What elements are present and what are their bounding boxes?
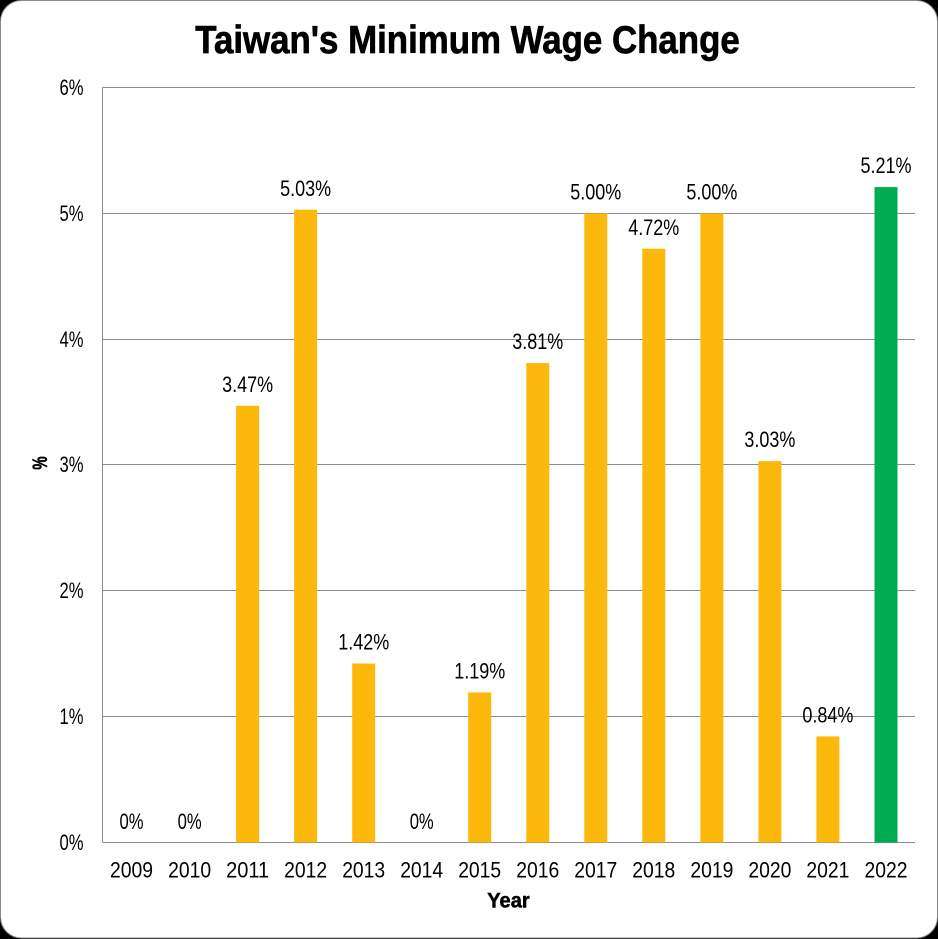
svg-text:2011: 2011 <box>226 858 269 883</box>
svg-text:Year: Year <box>487 888 530 913</box>
svg-text:3%: 3% <box>60 452 84 477</box>
svg-text:6%: 6% <box>60 75 84 100</box>
svg-text:0%: 0% <box>60 830 84 855</box>
svg-text:3.81%: 3.81% <box>512 329 563 354</box>
svg-text:1.19%: 1.19% <box>454 659 505 684</box>
svg-text:2022: 2022 <box>865 858 908 883</box>
svg-text:2019: 2019 <box>690 858 733 883</box>
svg-text:2017: 2017 <box>574 858 617 883</box>
svg-text:2016: 2016 <box>516 858 559 883</box>
svg-text:3.03%: 3.03% <box>744 427 795 452</box>
svg-text:2020: 2020 <box>748 858 791 883</box>
svg-text:2012: 2012 <box>284 858 327 883</box>
svg-text:2014: 2014 <box>400 858 443 883</box>
svg-text:0%: 0% <box>178 809 202 834</box>
svg-text:1%: 1% <box>60 704 84 729</box>
svg-text:3.47%: 3.47% <box>222 372 273 397</box>
svg-text:0%: 0% <box>120 809 144 834</box>
svg-text:5.00%: 5.00% <box>570 180 621 205</box>
svg-text:1.42%: 1.42% <box>338 630 389 655</box>
svg-text:5%: 5% <box>60 201 84 226</box>
svg-text:2009: 2009 <box>110 858 153 883</box>
svg-text:Taiwan's Minimum Wage Change: Taiwan's Minimum Wage Change <box>195 19 740 62</box>
svg-text:2%: 2% <box>60 578 84 603</box>
svg-text:0%: 0% <box>410 809 434 834</box>
svg-text:%: % <box>27 456 52 469</box>
svg-text:0.84%: 0.84% <box>802 703 853 728</box>
svg-text:4%: 4% <box>60 327 84 352</box>
svg-text:2018: 2018 <box>632 858 675 883</box>
svg-text:4.72%: 4.72% <box>628 215 679 240</box>
svg-text:5.00%: 5.00% <box>686 180 737 205</box>
svg-text:5.03%: 5.03% <box>280 176 331 201</box>
svg-text:2021: 2021 <box>806 858 849 883</box>
svg-text:2013: 2013 <box>342 858 385 883</box>
svg-text:2010: 2010 <box>168 858 211 883</box>
svg-text:2015: 2015 <box>458 858 501 883</box>
svg-text:5.21%: 5.21% <box>861 153 912 178</box>
